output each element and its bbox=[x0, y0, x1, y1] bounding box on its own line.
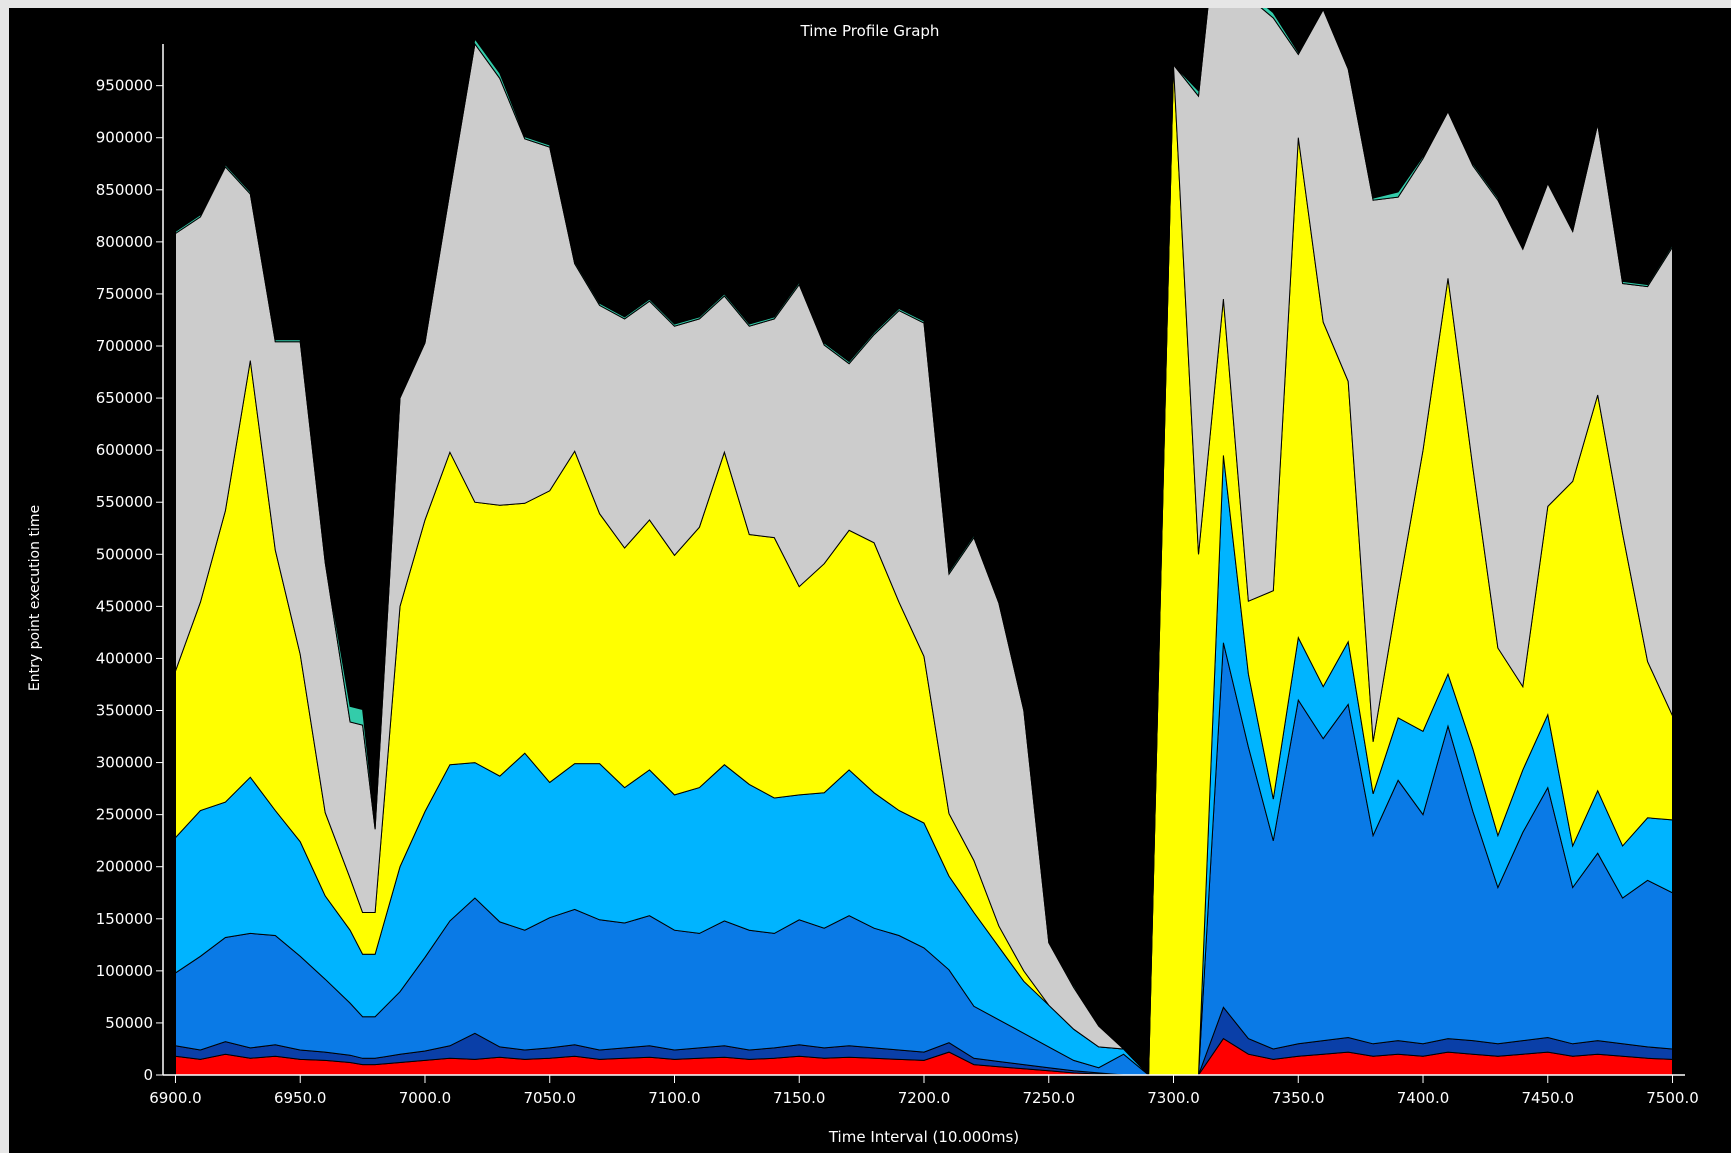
x-tick-label: 7250.0 bbox=[1023, 1089, 1076, 1107]
y-axis-label: Entry point execution time bbox=[27, 505, 43, 691]
x-tick-label: 6900.0 bbox=[149, 1089, 202, 1107]
time-profile-chart: 6900.0 6950.0 7000.0 7050.0 7100.0 7150.0 7200… bbox=[27, 8, 1699, 1146]
y-tick-label: 450000 bbox=[96, 597, 153, 615]
x-tick-label: 7050.0 bbox=[523, 1089, 576, 1107]
y-tick-label: 600000 bbox=[96, 441, 153, 459]
stack-area-7 bbox=[175, 8, 1673, 1077]
y-tick-label: 650000 bbox=[96, 389, 153, 407]
y-tick-label: 300000 bbox=[96, 754, 153, 772]
y-tick-label: 500000 bbox=[96, 545, 153, 563]
y-tick-label: 850000 bbox=[96, 181, 153, 199]
y-tick-label: 350000 bbox=[96, 702, 153, 720]
y-tick-label: 900000 bbox=[96, 129, 153, 147]
x-tick-label: 7350.0 bbox=[1272, 1089, 1325, 1107]
x-tick-label: 7000.0 bbox=[399, 1089, 452, 1107]
x-tick-label: 7300.0 bbox=[1147, 1089, 1200, 1107]
chart-title: Time Profile Graph bbox=[800, 22, 940, 40]
y-tick-label: 150000 bbox=[96, 910, 153, 928]
y-tick-label: 0 bbox=[143, 1066, 153, 1084]
x-tick-label: 7450.0 bbox=[1522, 1089, 1575, 1107]
y-tick-label: 800000 bbox=[96, 233, 153, 251]
y-tick-label: 250000 bbox=[96, 806, 153, 824]
y-tick-label: 700000 bbox=[96, 337, 153, 355]
y-tick-label: 950000 bbox=[96, 77, 153, 95]
x-tick-label: 7400.0 bbox=[1397, 1089, 1450, 1107]
y-tick-label: 400000 bbox=[96, 649, 153, 667]
x-tick-label: 7100.0 bbox=[648, 1089, 701, 1107]
y-tick-label: 200000 bbox=[96, 858, 153, 876]
x-tick-label: 7150.0 bbox=[773, 1089, 826, 1107]
y-tick-label: 550000 bbox=[96, 493, 153, 511]
y-tick-label: 750000 bbox=[96, 285, 153, 303]
x-tick-label: 6950.0 bbox=[274, 1089, 327, 1107]
y-tick-label: 50000 bbox=[105, 1014, 153, 1032]
time-profile-graph-panel: 6900.0 6950.0 7000.0 7050.0 7100.0 7150.0 7200… bbox=[9, 8, 1731, 1153]
x-tick-label: 7500.0 bbox=[1646, 1089, 1699, 1107]
x-axis-label: Time Interval (10.000ms) bbox=[828, 1128, 1019, 1146]
x-tick-label: 7200.0 bbox=[898, 1089, 951, 1107]
y-tick-label: 100000 bbox=[96, 962, 153, 980]
